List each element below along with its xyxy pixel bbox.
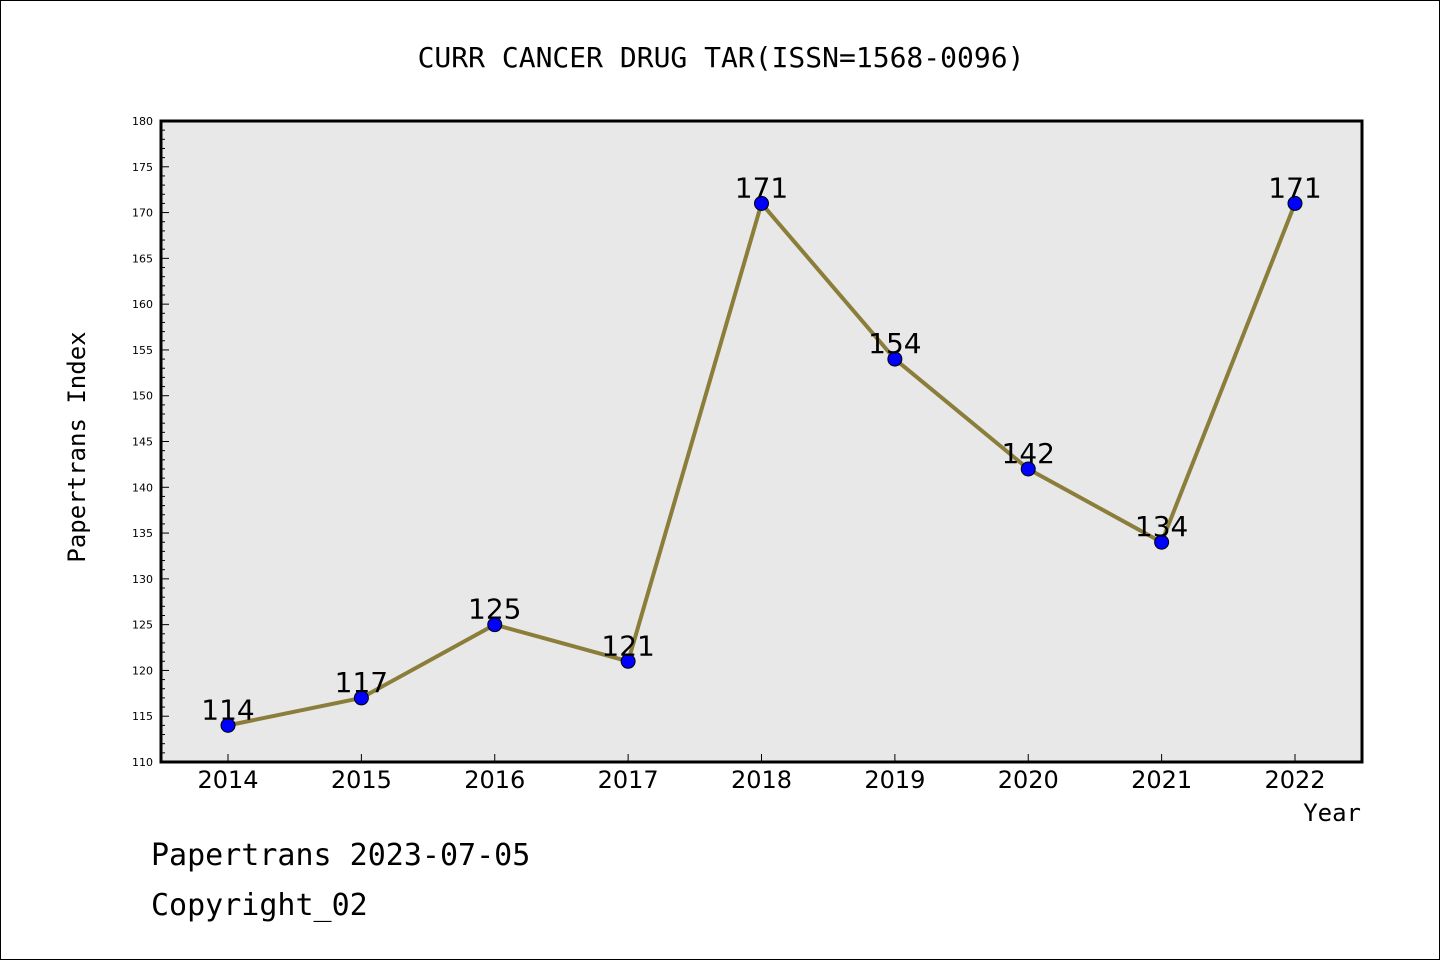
y-tick-label: 125: [132, 619, 153, 632]
data-point: [887, 351, 903, 367]
data-point: [620, 653, 636, 669]
data-label: 154: [868, 327, 921, 360]
x-axis: 2014 2015 2016 2017 2018 2019 2020 2021 2022: [197, 754, 1326, 794]
data-point: [1154, 534, 1170, 550]
y-tick-label: 165: [132, 252, 153, 265]
data-label: 125: [468, 593, 521, 626]
plot-area: [159, 119, 1364, 764]
x-tick-label: 2020: [998, 766, 1059, 794]
y-axis-label: Papertrans Index: [63, 331, 91, 562]
series-points: [220, 195, 1303, 733]
x-tick-label: 2018: [731, 766, 792, 794]
x-tick-label: 2021: [1131, 766, 1192, 794]
data-labels: 114 117 125 121 171 154 142 134 171: [201, 171, 1321, 726]
data-label: 171: [1268, 171, 1321, 204]
footer-copyright: Copyright_02: [151, 888, 368, 923]
y-tick-label: 120: [132, 664, 153, 677]
data-point: [1287, 195, 1303, 211]
data-point: [1020, 461, 1036, 477]
data-point: [487, 617, 503, 633]
y-tick-label: 130: [132, 573, 153, 586]
y-tick-label: 140: [132, 481, 153, 494]
y-tick-label: 155: [132, 344, 153, 357]
x-tick-label: 2014: [197, 766, 258, 794]
x-axis-label: Year: [1303, 799, 1361, 827]
data-label: 121: [601, 629, 654, 662]
data-point: [353, 690, 369, 706]
y-tick-label: 160: [132, 298, 153, 311]
y-tick-label: 170: [132, 207, 153, 220]
data-label: 171: [735, 171, 788, 204]
x-tick-label: 2022: [1264, 766, 1325, 794]
y-tick-label: 145: [132, 436, 153, 449]
y-tick-label: 175: [132, 161, 153, 174]
y-tick-label: 180: [132, 115, 153, 128]
y-tick-label: 115: [132, 710, 153, 723]
x-tick-label: 2019: [864, 766, 925, 794]
x-tick-label: 2016: [464, 766, 525, 794]
y-tick-label: 135: [132, 527, 153, 540]
y-tick-label: 110: [132, 756, 153, 769]
y-axis: 110 115 120 125 130 135 140 145 150 155 160 165 170 1…: [132, 115, 169, 769]
footer-date: Papertrans 2023-07-05: [151, 838, 530, 873]
x-tick-label: 2015: [331, 766, 392, 794]
data-point: [220, 717, 236, 733]
data-label: 117: [335, 666, 388, 699]
y-tick-label: 150: [132, 390, 153, 403]
data-point: [754, 195, 769, 211]
data-label: 134: [1135, 510, 1188, 543]
data-label: 142: [1002, 437, 1055, 470]
chart-title: CURR CANCER DRUG TAR(ISSN=1568-0096): [418, 41, 1025, 74]
data-label: 114: [201, 693, 254, 726]
x-tick-label: 2017: [598, 766, 659, 794]
